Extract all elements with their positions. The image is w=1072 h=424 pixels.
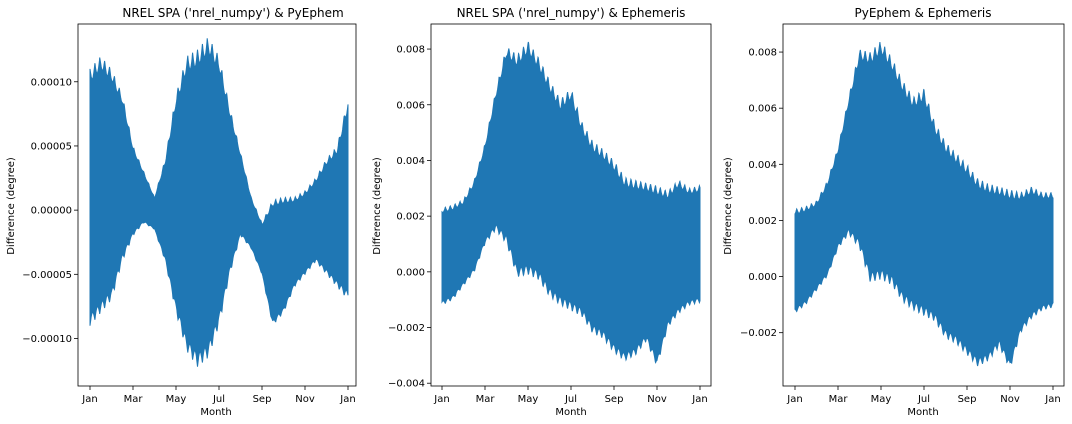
x-tick-label: May	[871, 394, 892, 405]
subplot-2-xlabel: Month	[555, 407, 586, 418]
y-tick-label: 0.00010	[31, 77, 72, 88]
subplot-1-plot: −0.00010 −0.00005 0.00000 0.00005 0.00010 Jan…	[22, 38, 356, 405]
y-tick-label: 0.008	[396, 45, 425, 56]
subplot-1: NREL SPA ('nrel_numpy') & PyEphem Month …	[6, 6, 357, 418]
y-tick-label: −0.002	[388, 323, 425, 334]
y-tick-label: 0.002	[396, 212, 425, 223]
x-tick-label: May	[166, 394, 187, 405]
subplot-3-xlabel: Month	[907, 407, 938, 418]
x-tick-label: Nov	[1000, 394, 1020, 405]
subplot-3-ylabel: Difference (degree)	[723, 157, 734, 255]
subplot-3: PyEphem & Ephemeris Month Difference (de…	[723, 6, 1065, 418]
series-band	[89, 38, 349, 367]
x-tick-label: Mar	[124, 394, 144, 405]
x-tick-label: Jul	[917, 394, 930, 405]
x-tick-label: Jan	[1044, 394, 1060, 405]
y-tick-label: 0.002	[748, 216, 777, 227]
x-tick-label: Sep	[253, 394, 272, 405]
x-tick-label: May	[518, 394, 539, 405]
x-tick-label: Mar	[829, 394, 849, 405]
subplot-1-ylabel: Difference (degree)	[6, 157, 17, 255]
x-tick-label: Jan	[339, 394, 355, 405]
y-tick-label: 0.00005	[31, 141, 72, 152]
y-tick-label: 0.008	[748, 48, 777, 59]
x-tick-label: Sep	[605, 394, 624, 405]
x-tick-label: Jan	[786, 394, 802, 405]
x-tick-label: Mar	[476, 394, 496, 405]
y-tick-label: −0.004	[388, 379, 425, 390]
x-tick-label: Nov	[295, 394, 315, 405]
x-tick-label: Jul	[564, 394, 577, 405]
subplot-3-frame	[782, 23, 1065, 387]
subplot-1-xlabel: Month	[200, 407, 231, 418]
subplot-2-plot: −0.004 −0.002 0.000 0.002 0.004 0.006 0.008 Jan…	[388, 41, 708, 405]
y-tick-label: 0.006	[748, 104, 777, 115]
x-tick-label: Jan	[691, 394, 707, 405]
y-tick-label: 0.006	[396, 100, 425, 111]
subplot-2-ylabel: Difference (degree)	[372, 157, 383, 255]
y-tick-label: −0.00005	[22, 270, 72, 281]
x-tick-label: Nov	[647, 394, 667, 405]
y-tick-label: 0.000	[396, 267, 425, 278]
x-tick-label: Jan	[81, 394, 97, 405]
x-tick-label: Sep	[958, 394, 977, 405]
y-tick-label: −0.00010	[22, 334, 72, 345]
subplot-3-title: PyEphem & Ephemeris	[855, 6, 992, 20]
y-tick-label: 0.000	[748, 272, 777, 283]
x-tick-label: Jul	[212, 394, 225, 405]
subplot-2-title: NREL SPA ('nrel_numpy') & Ephemeris	[457, 6, 686, 20]
series-band	[441, 41, 701, 364]
subplot-2: NREL SPA ('nrel_numpy') & Ephemeris Mont…	[372, 6, 712, 418]
subplot-1-frame	[77, 23, 357, 387]
x-tick-label: Jan	[433, 394, 449, 405]
subplot-3-plot: −0.002 0.000 0.002 0.004 0.006 0.008 Jan Mar May…	[740, 42, 1061, 405]
y-tick-label: 0.004	[748, 160, 777, 171]
subplot-1-title: NREL SPA ('nrel_numpy') & PyEphem	[122, 6, 343, 20]
y-tick-label: −0.002	[740, 328, 777, 339]
series-band	[794, 42, 1054, 367]
y-tick-label: 0.00000	[31, 206, 72, 217]
subplot-2-frame	[430, 23, 712, 387]
y-tick-label: 0.004	[396, 156, 425, 167]
